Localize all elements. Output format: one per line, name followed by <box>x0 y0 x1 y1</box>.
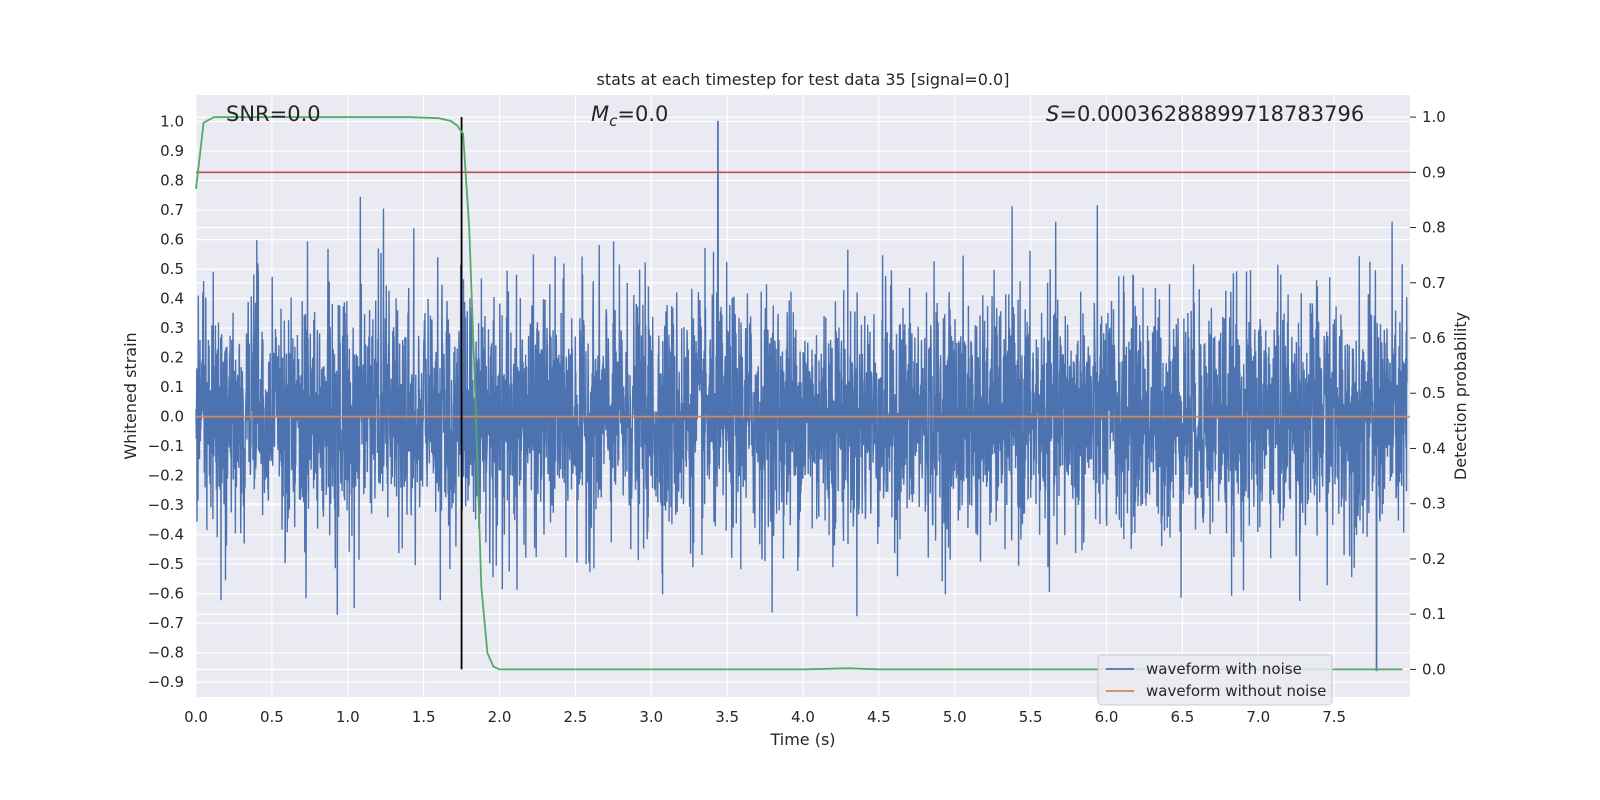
x-axis-label: Time (s) <box>769 730 835 749</box>
significance-annotation: S=0.00036288899718783796 <box>1046 102 1364 126</box>
x-tick-label: 2.5 <box>563 708 587 726</box>
x-tick-label: 6.5 <box>1170 708 1194 726</box>
y2-tick-label: 0.2 <box>1422 550 1446 568</box>
data-layer <box>195 116 1410 672</box>
series-waveform-with-noise <box>195 120 1408 672</box>
x-tick-label: 1.5 <box>412 708 436 726</box>
y2-tick-label: 0.7 <box>1422 274 1446 292</box>
y-tick-label: 0.3 <box>160 319 184 337</box>
y-tick-label: 0.8 <box>160 172 184 190</box>
y-tick-label: 1.0 <box>160 113 184 131</box>
y2-tick-label: 1.0 <box>1422 108 1446 126</box>
y-tick-label: 0.6 <box>160 231 184 249</box>
chart-title: stats at each timestep for test data 35 … <box>597 70 1010 89</box>
significance-value: =0.00036288899718783796 <box>1059 102 1364 126</box>
x-tick-label: 3.0 <box>639 708 663 726</box>
legend-box <box>1097 654 1333 706</box>
y-tick-label: 0.0 <box>160 408 184 426</box>
y2-tick-label: 0.4 <box>1422 439 1446 457</box>
significance-symbol: S <box>1046 102 1059 126</box>
legend-label-noise: waveform with noise <box>1146 660 1302 678</box>
y2-tick-label: 0.9 <box>1422 163 1446 181</box>
y-tick-label: −0.6 <box>148 585 184 603</box>
y2-tick-label: 0.3 <box>1422 495 1446 513</box>
y-tick-label: 0.4 <box>160 290 184 308</box>
y-tick-label: 0.5 <box>160 260 184 278</box>
y-tick-label: −0.1 <box>148 437 184 455</box>
y2-tick-label: 0.8 <box>1422 219 1446 237</box>
legend-label-clean: waveform without noise <box>1146 682 1326 700</box>
chirp-mass-subscript: c <box>609 112 618 130</box>
y-axis-label: Whitened strain <box>121 332 140 459</box>
y2-tick-label: 0.6 <box>1422 329 1446 347</box>
chirp-mass-symbol: M <box>591 102 609 126</box>
series-detection-probability <box>195 116 1403 671</box>
x-tick-label: 6.0 <box>1095 708 1119 726</box>
chirp-mass-value: =0.0 <box>617 102 668 126</box>
x-tick-label: 4.5 <box>867 708 891 726</box>
y-tick-label: −0.7 <box>148 614 184 632</box>
y-tick-label: −0.5 <box>148 555 184 573</box>
y-tick-label: −0.2 <box>148 467 184 485</box>
snr-annotation: SNR=0.0 <box>226 102 321 126</box>
y-tick-label: −0.9 <box>148 673 184 691</box>
y-tick-label: −0.4 <box>148 526 184 544</box>
y-tick-label: 0.9 <box>160 142 184 160</box>
x-tick-label: 5.5 <box>1019 708 1043 726</box>
x-tick-label: 5.0 <box>943 708 967 726</box>
axes: 0.0 0.5 1.0 1.5 2.0 2.5 3.0 3.5 4.0 4.5 5.0 5.5 6.0 6… <box>148 108 1446 726</box>
y-tick-label: 0.2 <box>160 349 184 367</box>
x-tick-label: 4.0 <box>791 708 815 726</box>
x-tick-label: 1.0 <box>336 708 360 726</box>
x-tick-label: 0.5 <box>260 708 284 726</box>
y2-tick-label: 0.0 <box>1422 660 1446 678</box>
y-tick-label: −0.8 <box>148 644 184 662</box>
y2-tick-label: 0.1 <box>1422 605 1446 623</box>
x-tick-label: 2.0 <box>488 708 512 726</box>
y-tick-label: −0.3 <box>148 496 184 514</box>
chirp-mass-annotation: Mc=0.0 <box>591 102 668 130</box>
x-tick-label: 3.5 <box>715 708 739 726</box>
legend: waveform with noise waveform without noi… <box>1097 654 1333 706</box>
y-tick-label: 0.7 <box>160 201 184 219</box>
x-tick-label: 0.0 <box>184 708 208 726</box>
x-tick-label: 7.0 <box>1246 708 1270 726</box>
y2-axis-label: Detection probability <box>1451 312 1470 480</box>
y-tick-label: 0.1 <box>160 378 184 396</box>
y2-tick-label: 0.5 <box>1422 384 1446 402</box>
x-tick-label: 7.5 <box>1322 708 1346 726</box>
